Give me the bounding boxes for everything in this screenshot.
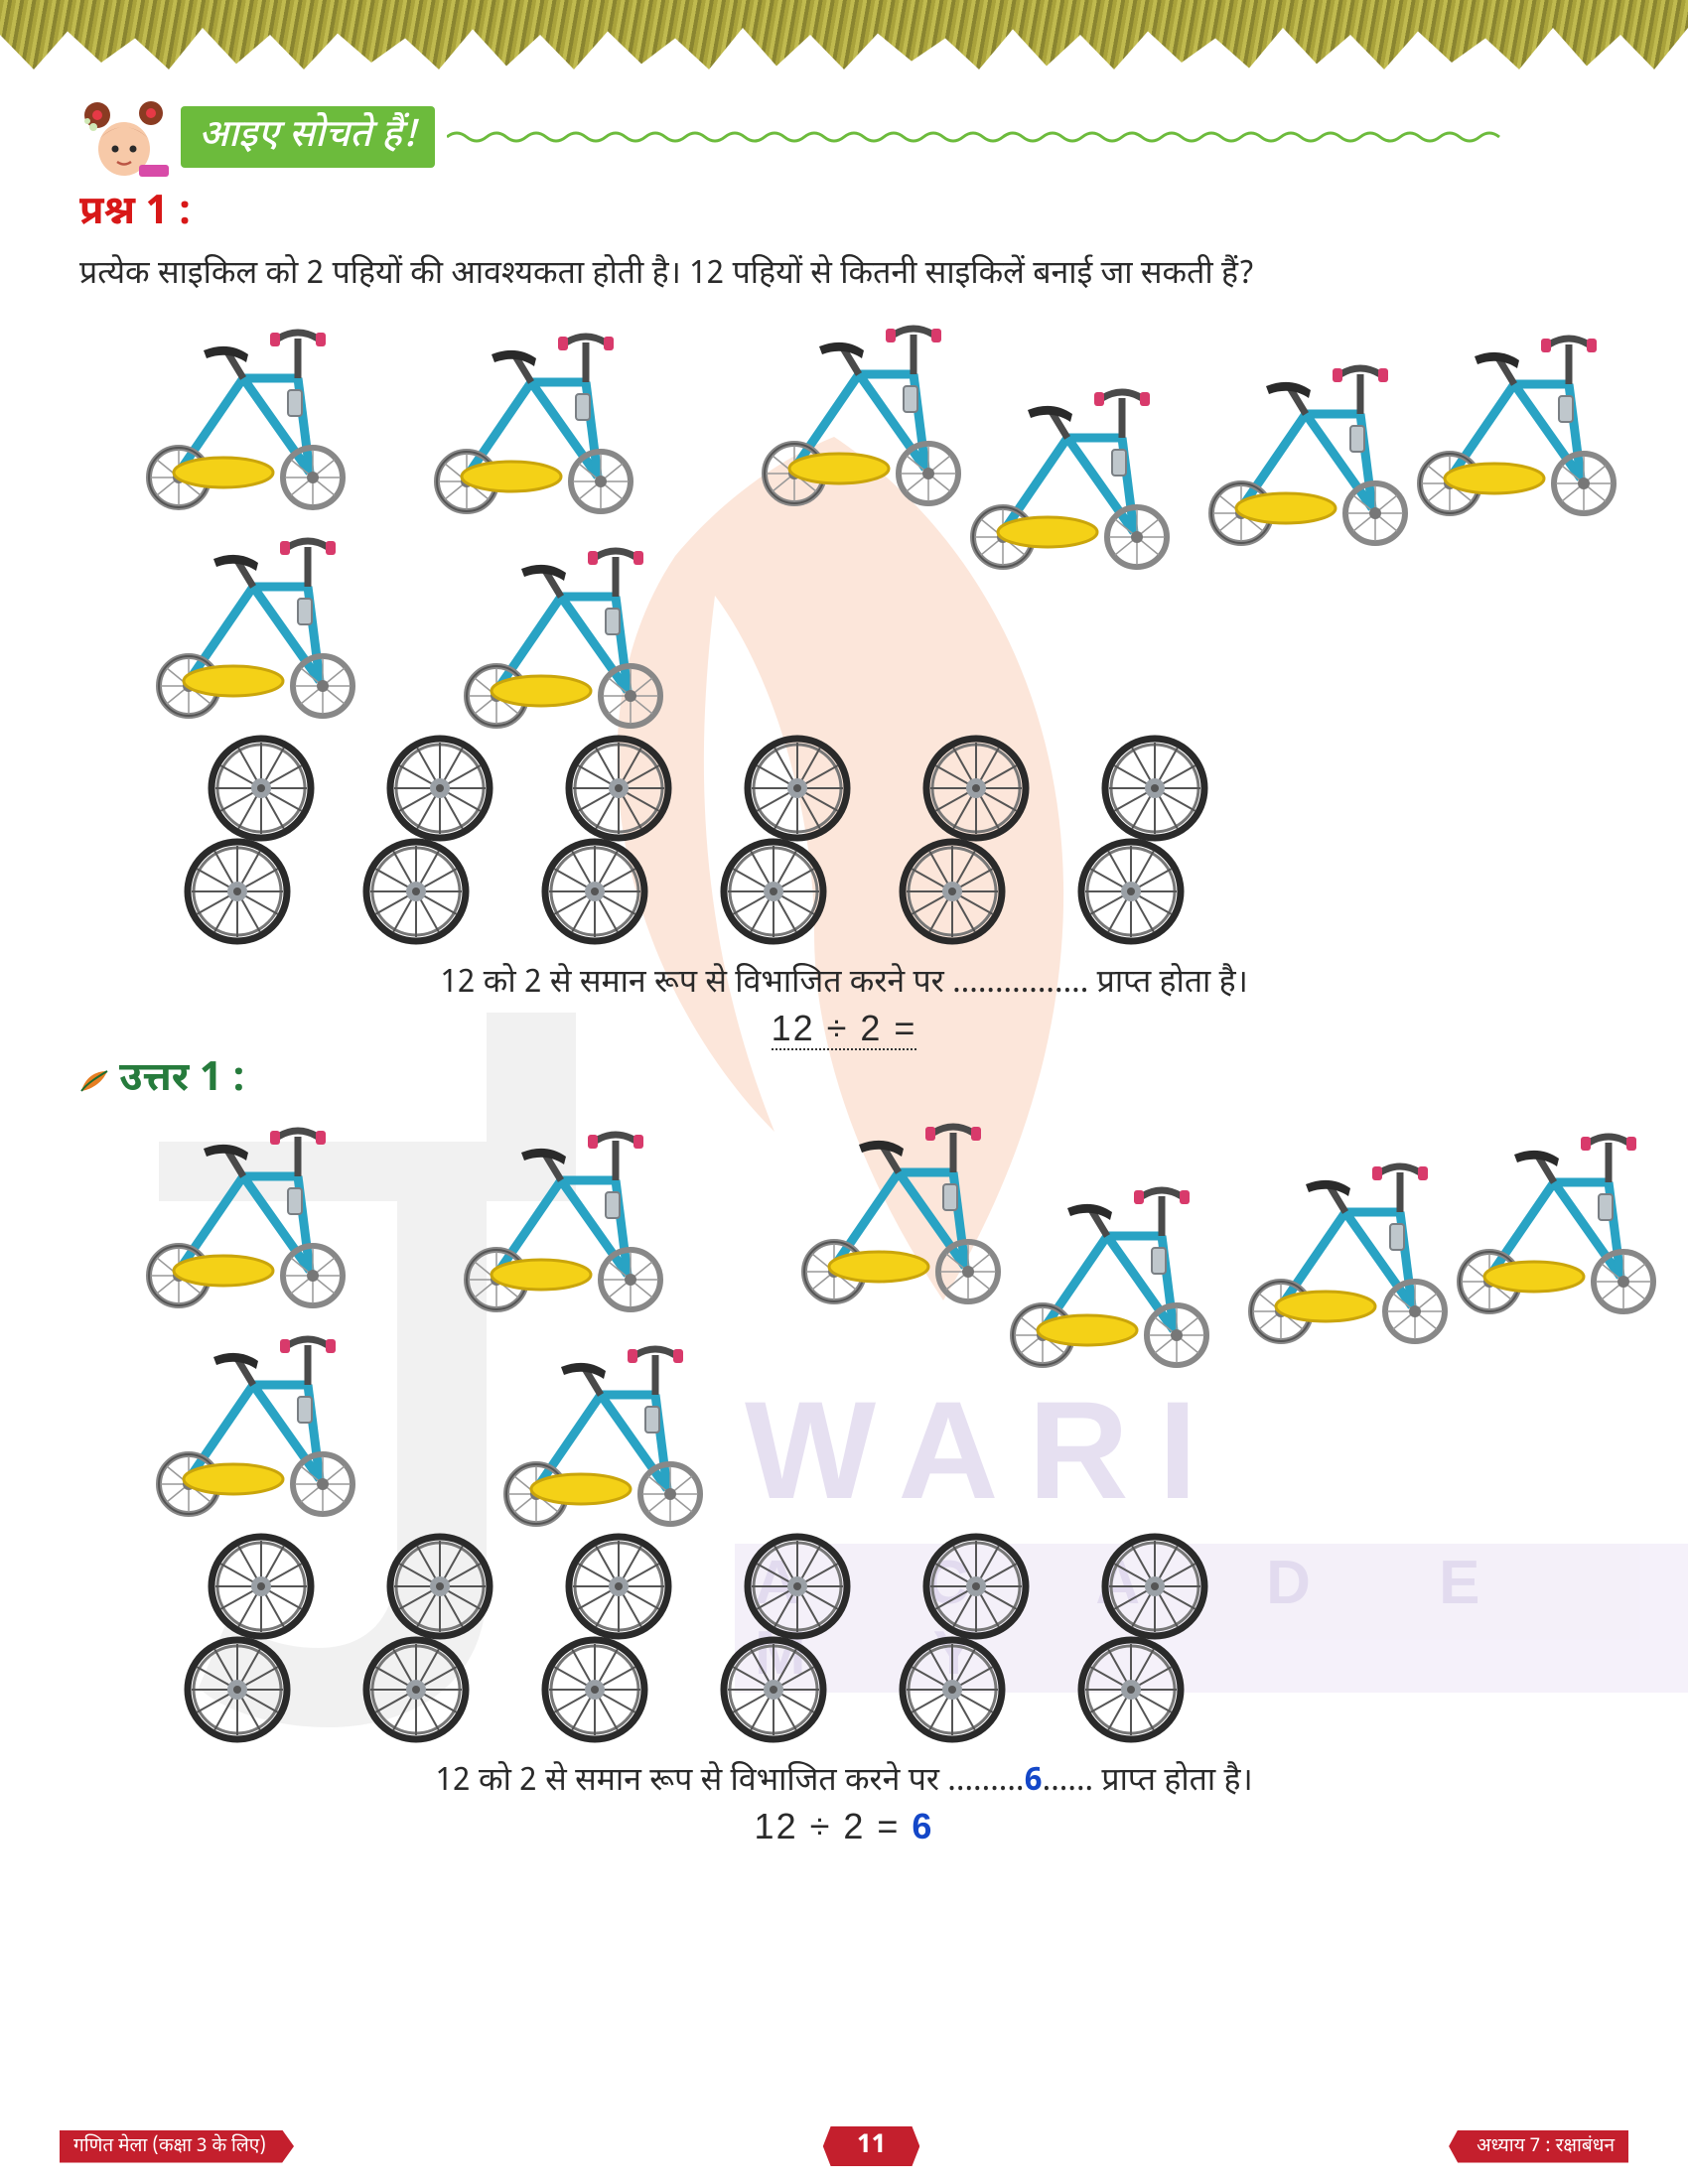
girl-icon <box>79 97 169 177</box>
wheel-icon <box>540 837 649 946</box>
wheel-pair <box>874 1538 1031 1744</box>
wheel-pair <box>159 740 316 946</box>
wheel-pair <box>338 740 494 946</box>
question-label: प्रश्न 1 : <box>79 189 1609 240</box>
wheel-icon <box>1100 734 1209 843</box>
wheel-icon <box>564 1532 673 1641</box>
wheel-icon <box>743 1532 852 1641</box>
bicycle-icon <box>963 378 1172 572</box>
bicycle-icon <box>1410 325 1618 518</box>
bicycle-icon <box>457 1121 665 1314</box>
answer-label: उत्तर 1 : <box>79 1055 1609 1107</box>
footer-left: गणित मेला (कक्षा 3 के लिए) <box>60 2130 294 2163</box>
wheel-icon <box>385 1532 494 1641</box>
wheel-pair <box>695 1538 852 1744</box>
wheel-icon <box>385 734 494 843</box>
wheel-icon <box>743 734 852 843</box>
wheel-icon <box>540 1635 649 1744</box>
question-equation: 12 ÷ 2 = <box>79 1008 1609 1049</box>
wheel-pair <box>1053 1538 1209 1744</box>
footer-right: अध्याय 7 : रक्षाबंधन <box>1449 2130 1628 2163</box>
footer-page: 11 <box>823 2126 919 2166</box>
wheel-icon <box>183 1635 292 1744</box>
wheel-icon <box>1100 1532 1209 1641</box>
wheel-icon <box>207 1532 316 1641</box>
bicycle-icon <box>149 1325 357 1519</box>
page-footer: गणित मेला (कक्षा 3 के लिए) 11 अध्याय 7 :… <box>0 2126 1688 2166</box>
wheel-icon <box>564 734 673 843</box>
wheel-icon <box>361 1635 471 1744</box>
wheel-pair <box>874 740 1031 946</box>
answer-equation: 12 ÷ 2 = 6 <box>79 1806 1609 1847</box>
wheel-icon <box>921 1532 1031 1641</box>
answer-bikes <box>99 1117 1609 1524</box>
bicycle-icon <box>139 319 348 512</box>
wheel-pair <box>695 740 852 946</box>
answer-fill-line: 12 को 2 से समान रूप से विभाजित करने पर .… <box>79 1762 1609 1804</box>
answer-wheels <box>159 1538 1609 1744</box>
bicycle-icon <box>139 1117 348 1310</box>
bicycle-icon <box>794 1113 1003 1306</box>
bicycle-icon <box>1450 1123 1658 1316</box>
wheel-icon <box>1076 837 1186 946</box>
answer-label-text: उत्तर 1 : <box>119 1055 245 1107</box>
section-title-row: आइए सोचते हैं! <box>79 97 1609 177</box>
wheel-icon <box>183 837 292 946</box>
grass-border <box>0 0 1688 69</box>
bicycle-icon <box>149 527 357 721</box>
wavy-divider <box>447 129 1609 145</box>
wheel-icon <box>898 837 1007 946</box>
feather-icon <box>79 1069 109 1093</box>
bicycle-icon <box>1241 1153 1450 1346</box>
question-wheels <box>159 740 1609 946</box>
wheel-pair <box>338 1538 494 1744</box>
worksheet-page: WARI A C A D E M Y आइए सोचते हैं! प्रश्न… <box>0 0 1688 2184</box>
wheel-pair <box>1053 740 1209 946</box>
bicycle-icon <box>427 323 635 516</box>
wheel-icon <box>361 837 471 946</box>
wheel-icon <box>207 734 316 843</box>
question-fill-line: 12 को 2 से समान रूप से विभाजित करने पर .… <box>79 964 1609 1006</box>
wheel-pair <box>516 740 673 946</box>
wheel-icon <box>921 734 1031 843</box>
bicycle-icon <box>457 537 665 731</box>
bicycle-icon <box>1003 1176 1211 1370</box>
wheel-icon <box>898 1635 1007 1744</box>
bicycle-icon <box>496 1335 705 1529</box>
bicycle-icon <box>1201 354 1410 548</box>
wheel-pair <box>159 1538 316 1744</box>
section-title-badge: आइए सोचते हैं! <box>181 106 435 168</box>
wheel-icon <box>719 837 828 946</box>
question-text: प्रत्येक साइकिल को 2 पहियों की आवश्यकता … <box>79 246 1609 307</box>
bicycle-icon <box>755 315 963 508</box>
wheel-pair <box>516 1538 673 1744</box>
question-bikes <box>99 319 1609 726</box>
wheel-icon <box>719 1635 828 1744</box>
wheel-icon <box>1076 1635 1186 1744</box>
